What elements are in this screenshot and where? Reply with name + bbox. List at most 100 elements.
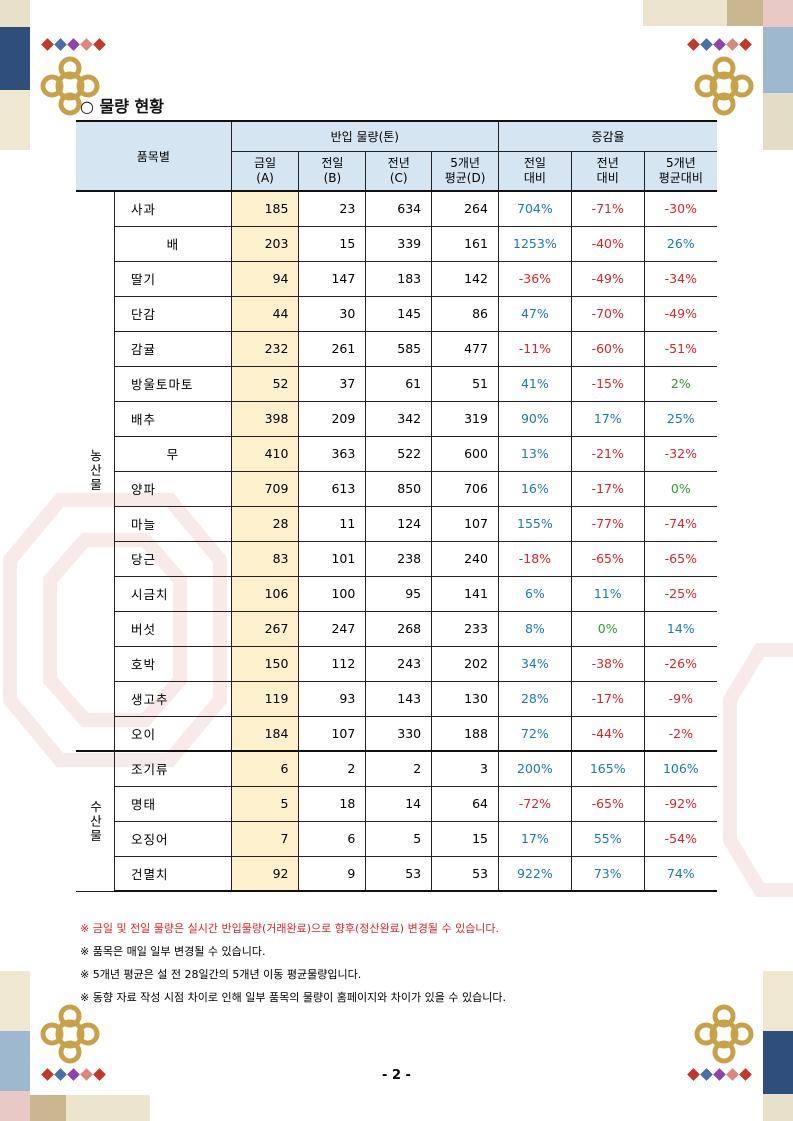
- rate-cell-r1: -36%: [497, 260, 572, 297]
- table-row: 시금치 106 100 95 141 6% 11% -25%: [76, 575, 717, 612]
- volume-cell-a: 28: [230, 505, 300, 542]
- rate-cell-r1: 72%: [497, 715, 572, 752]
- rate-cell-r2: -21%: [570, 435, 645, 472]
- volume-cell-a: 5: [230, 785, 300, 822]
- volume-cell-b: 11: [298, 505, 367, 542]
- table-row: 오이 184 107 330 188 72% -44% -2%: [76, 715, 717, 752]
- volume-cell-b: 93: [298, 680, 367, 717]
- page-number: - 2 -: [382, 1068, 411, 1083]
- rate-cell-r1: 41%: [497, 365, 572, 402]
- table-row: 건멸치 92 9 53 53 922% 73% 74%: [76, 855, 717, 892]
- table-row: 마늘 28 11 124 107 155% -77% -74%: [76, 505, 717, 542]
- volume-cell-d: 3: [431, 750, 499, 787]
- rate-cell-r3: -65%: [643, 540, 717, 577]
- volume-cell-a: 6: [230, 750, 300, 787]
- volume-cell-b: 9: [298, 855, 367, 892]
- corner-strip-bottom-left-h: [30, 1095, 150, 1121]
- volume-cell-d: 86: [431, 295, 499, 332]
- corner-strip-top-left: [0, 0, 30, 150]
- volume-cell-b: 613: [298, 470, 367, 507]
- corner-strip-top-right: [763, 0, 793, 150]
- volume-cell-a: 44: [230, 295, 300, 332]
- rate-cell-r3: -30%: [643, 190, 717, 227]
- rate-cell-r1: 155%: [497, 505, 572, 542]
- table-row: 버섯 267 247 268 233 8% 0% 14%: [76, 610, 717, 647]
- volume-cell-a: 119: [230, 680, 300, 717]
- item-name: 마늘: [114, 505, 232, 542]
- volume-cell-d: 233: [431, 610, 499, 647]
- table-row: 농산물 사과 185 23 634 264 704% -71% -30%: [76, 190, 717, 752]
- volume-cell-c: 183: [365, 260, 433, 297]
- volume-cell-d: 53: [431, 855, 499, 892]
- rate-cell-r3: 26%: [643, 225, 717, 262]
- rate-cell-r3: -49%: [643, 295, 717, 332]
- table-row: 감귤 232 261 585 477 -11% -60% -51%: [76, 330, 717, 367]
- rate-cell-r1: 704%: [497, 190, 572, 227]
- rate-cell-r3: -34%: [643, 260, 717, 297]
- rate-cell-r2: -70%: [570, 295, 645, 332]
- volume-cell-c: 268: [365, 610, 433, 647]
- rate-cell-r2: -38%: [570, 645, 645, 682]
- header-item-col: 품목별: [76, 120, 232, 192]
- volume-cell-c: 5: [365, 820, 433, 857]
- table-row: 명태 5 18 14 64 -72% -65% -92%: [76, 785, 717, 822]
- table-body: 농산물 사과 185 23 634 264 704% -71% -30% 배 203 15 339 161…: [76, 190, 717, 892]
- rate-cell-r3: 2%: [643, 365, 717, 402]
- volume-cell-b: 147: [298, 260, 367, 297]
- header-col-prevday: 전일 (B): [298, 150, 367, 192]
- header-group-volume: 반입 물량(톤): [230, 120, 499, 152]
- volume-cell-a: 83: [230, 540, 300, 577]
- volume-cell-c: 243: [365, 645, 433, 682]
- rate-cell-r3: -51%: [643, 330, 717, 367]
- rate-cell-r2: 17%: [570, 400, 645, 437]
- volume-cell-b: 30: [298, 295, 367, 332]
- volume-cell-d: 240: [431, 540, 499, 577]
- item-name: 배추: [114, 400, 232, 437]
- volume-cell-d: 64: [431, 785, 499, 822]
- rate-cell-r3: 74%: [643, 855, 717, 892]
- item-name: 배: [114, 225, 232, 262]
- volume-cell-b: 107: [298, 715, 367, 752]
- volume-cell-a: 106: [230, 575, 300, 612]
- footnote: ※ 금일 및 전일 물량은 실시간 반입물량(거래완료)으로 향후(정산완료) …: [80, 922, 500, 935]
- rate-cell-r3: -26%: [643, 645, 717, 682]
- rate-cell-r2: -44%: [570, 715, 645, 752]
- header-col-vs-prevday: 전일 대비: [497, 150, 572, 192]
- rate-cell-r1: -11%: [497, 330, 572, 367]
- volume-table: 품목별 반입 물량(톤) 증감율 금일 (A) 전일 (B) 전년 (C) 5개년 평균…: [76, 120, 717, 892]
- volume-cell-c: 330: [365, 715, 433, 752]
- item-name: 당근: [114, 540, 232, 577]
- rate-cell-r3: -25%: [643, 575, 717, 612]
- rate-cell-r2: -65%: [570, 540, 645, 577]
- volume-cell-c: 2: [365, 750, 433, 787]
- item-name: 감귤: [114, 330, 232, 367]
- category-label: 농산물: [76, 190, 115, 752]
- volume-cell-d: 706: [431, 470, 499, 507]
- volume-cell-c: 143: [365, 680, 433, 717]
- volume-cell-b: 261: [298, 330, 367, 367]
- item-name: 오이: [114, 715, 232, 752]
- rate-cell-r1: 17%: [497, 820, 572, 857]
- item-name: 무: [114, 435, 232, 472]
- item-name: 방울토마토: [114, 365, 232, 402]
- volume-cell-c: 342: [365, 400, 433, 437]
- table-row: 무 410 363 522 600 13% -21% -32%: [76, 435, 717, 472]
- item-name: 오징어: [114, 820, 232, 857]
- rate-cell-r1: 16%: [497, 470, 572, 507]
- rate-cell-r2: -17%: [570, 470, 645, 507]
- volume-cell-d: 477: [431, 330, 499, 367]
- item-name: 단감: [114, 295, 232, 332]
- item-name: 건멸치: [114, 855, 232, 892]
- volume-cell-a: 7: [230, 820, 300, 857]
- volume-cell-b: 6: [298, 820, 367, 857]
- ornament-knot-icon-bl: [40, 1004, 100, 1064]
- footnote: ※ 동향 자료 작성 시점 차이로 인해 일부 품목의 물량이 홈페이지와 차이…: [80, 991, 506, 1004]
- rate-cell-r2: 55%: [570, 820, 645, 857]
- table-row: 딸기 94 147 183 142 -36% -49% -34%: [76, 260, 717, 297]
- item-name: 딸기: [114, 260, 232, 297]
- rate-cell-r3: 14%: [643, 610, 717, 647]
- rate-cell-r1: 200%: [497, 750, 572, 787]
- rate-cell-r1: 8%: [497, 610, 572, 647]
- volume-cell-d: 319: [431, 400, 499, 437]
- volume-cell-b: 100: [298, 575, 367, 612]
